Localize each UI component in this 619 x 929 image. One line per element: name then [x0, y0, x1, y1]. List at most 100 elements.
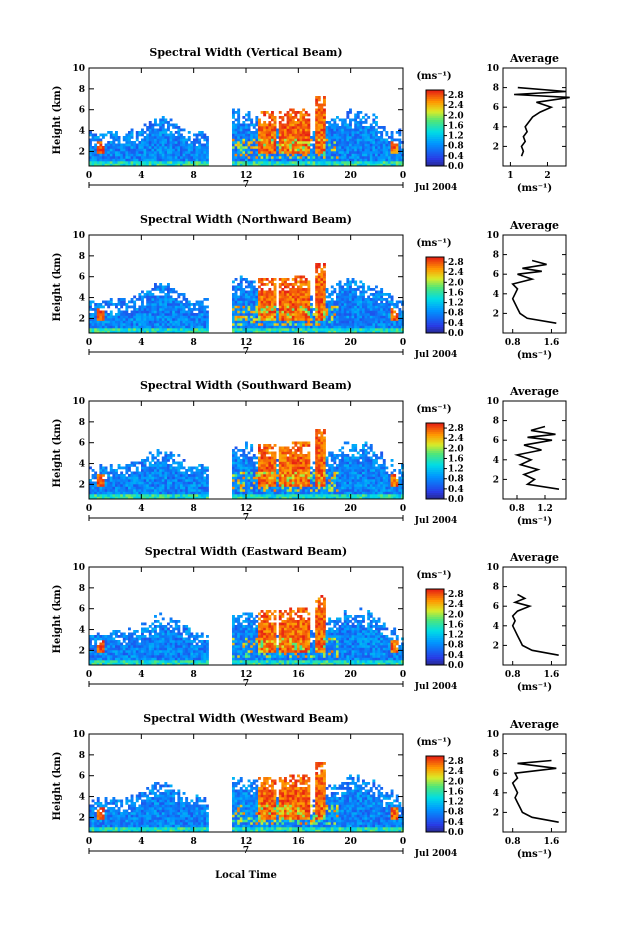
heatmap-cell — [375, 151, 378, 154]
heatmap-cell — [359, 285, 363, 289]
heatmap-cell — [260, 320, 264, 324]
heatmap-cell — [364, 118, 368, 122]
heatmap-cell — [161, 131, 165, 134]
heatmap-cell — [289, 459, 293, 462]
heatmap-cell — [130, 320, 134, 324]
heatmap-cell — [286, 126, 290, 129]
heatmap-cell — [323, 263, 326, 266]
heatmap-cell — [343, 153, 347, 157]
heatmap-cell — [346, 161, 350, 164]
heatmap-cell — [169, 320, 173, 324]
heatmap-cell — [107, 318, 111, 321]
heatmap-cell — [367, 308, 371, 311]
heatmap-cell — [307, 325, 311, 329]
heatmap-cell — [250, 320, 254, 324]
heatmap-cell — [172, 138, 176, 142]
heatmap-cell — [359, 138, 363, 142]
heatmap-cell — [388, 320, 391, 324]
heatmap-cell — [349, 141, 352, 144]
heatmap-cell — [338, 146, 342, 149]
heatmap-cell — [245, 151, 248, 154]
heatmap-cell — [245, 305, 248, 309]
heatmap-cell — [338, 138, 342, 142]
heatmap-cell — [286, 148, 290, 152]
heatmap-cell — [169, 295, 173, 299]
heatmap-cell — [258, 143, 261, 147]
heatmap-cell — [172, 303, 176, 306]
heatmap-cell — [146, 466, 150, 470]
heatmap-cell — [297, 305, 300, 309]
heatmap-cell — [143, 484, 147, 487]
heatmap-cell — [380, 133, 384, 137]
heatmap-cell — [325, 330, 329, 334]
heatmap-cell — [265, 136, 269, 139]
heatmap-cell — [91, 153, 95, 157]
heatmap-cell — [323, 300, 326, 304]
heatmap-cell — [252, 280, 256, 284]
heatmap-cell — [239, 275, 243, 279]
heatmap-cell — [299, 113, 303, 117]
heatmap-cell — [242, 325, 246, 329]
heatmap-cell — [122, 163, 126, 167]
heatmap-cell — [276, 133, 280, 137]
heatmap-cell — [159, 466, 163, 470]
heatmap-cell — [343, 138, 347, 142]
heatmap-cell — [198, 474, 202, 477]
heatmap-cell — [115, 474, 118, 477]
heatmap-cell — [372, 121, 376, 124]
heatmap-cell — [169, 156, 173, 159]
heatmap-cell — [135, 310, 139, 314]
heatmap-cell — [268, 444, 272, 447]
heatmap-cell — [265, 320, 269, 324]
heatmap-cell — [323, 118, 326, 122]
heatmap-cell — [232, 141, 235, 144]
heatmap-cell — [323, 325, 326, 329]
heatmap-cell — [367, 161, 371, 164]
heatmap-cell — [343, 318, 347, 321]
heatmap-cell — [185, 481, 189, 485]
heatmap-cell — [328, 303, 332, 306]
heatmap-cell — [135, 298, 139, 301]
heatmap-cell — [367, 295, 371, 299]
colorbar-segment — [426, 328, 444, 332]
heatmap-cell — [390, 146, 394, 149]
heatmap-cell — [252, 153, 256, 157]
heatmap-cell — [187, 305, 191, 309]
heatmap-cell — [364, 156, 368, 159]
heatmap-cell — [112, 318, 116, 321]
heatmap-cell — [104, 300, 108, 304]
heatmap-cell — [141, 151, 144, 154]
heatmap-cell — [336, 161, 339, 164]
heatmap-cell — [281, 486, 285, 490]
heatmap-cell — [265, 308, 269, 311]
heatmap-cell — [107, 328, 111, 331]
heatmap-cell — [388, 330, 391, 334]
heatmap-cell — [268, 153, 272, 157]
heatmap-cell — [388, 293, 391, 296]
heatmap-cell — [200, 158, 204, 162]
heatmap-cell — [260, 474, 264, 477]
heatmap-cell — [304, 310, 308, 314]
heatmap-cell — [289, 133, 293, 137]
heatmap-cell — [273, 156, 277, 159]
heatmap-cell — [117, 148, 121, 152]
heatmap-cell — [109, 471, 113, 475]
heatmap-cell — [187, 496, 191, 500]
heatmap-cell — [148, 121, 152, 124]
heatmap-cell — [130, 305, 134, 309]
heatmap-cell — [338, 328, 342, 331]
heatmap-cell — [91, 469, 95, 472]
heatmap-cell — [122, 161, 126, 164]
heatmap-cell — [268, 486, 272, 490]
heatmap-cell — [125, 303, 129, 306]
heatmap-cell — [398, 330, 402, 334]
heatmap-cell — [159, 464, 163, 467]
heatmap-cell — [258, 126, 261, 129]
heatmap-cell — [343, 123, 347, 127]
heatmap-cell — [307, 118, 311, 122]
heatmap-cell — [169, 315, 173, 319]
heatmap-cell — [268, 308, 272, 311]
heatmap-cell — [138, 325, 142, 329]
heatmap-cell — [99, 471, 103, 475]
colorbar-segment — [426, 299, 444, 302]
